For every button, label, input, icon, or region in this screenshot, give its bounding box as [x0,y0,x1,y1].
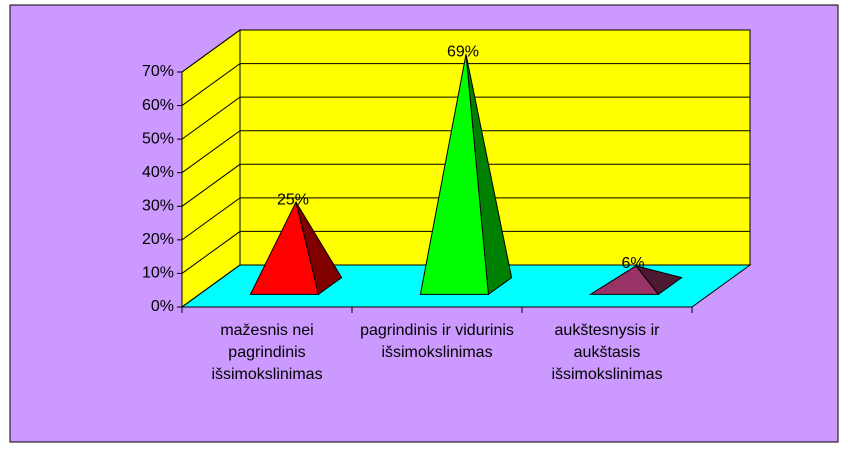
y-tick-label: 60% [142,97,174,114]
y-tick-label: 40% [142,164,174,181]
side-wall [181,29,241,308]
x-tick-label: pagrindinis ir vidurinis išsimokslinimas [360,322,514,361]
grid-line [181,130,750,174]
y-tick-label: 0% [151,298,174,315]
grid-line [181,197,750,241]
data-label: 25% [277,191,309,208]
grid-line [181,96,750,140]
x-tick-label: mažesnis nei pagrindinis išsimokslinimas [211,322,323,383]
y-tick-label: 10% [142,265,174,282]
pyramid [419,54,513,296]
data-label: 69% [447,44,479,61]
grid-line [181,163,750,207]
grid-line [181,29,750,73]
y-tick-label: 70% [142,63,174,80]
y-tick-label: 30% [142,198,174,215]
y-tick-label: 50% [142,130,174,147]
grid-line [181,63,750,106]
pyramid-front [588,265,660,295]
pyramid [249,200,343,296]
pyramid-front [249,200,320,295]
data-label: 6% [621,255,644,272]
y-tick-label: 20% [142,231,174,248]
x-tick-label: aukštesnysis ir aukštasis išsimokslinima… [551,322,663,383]
grid-line [181,230,750,274]
pyramid [588,265,683,296]
grid-line [181,264,750,308]
pyramid-front [419,54,489,295]
